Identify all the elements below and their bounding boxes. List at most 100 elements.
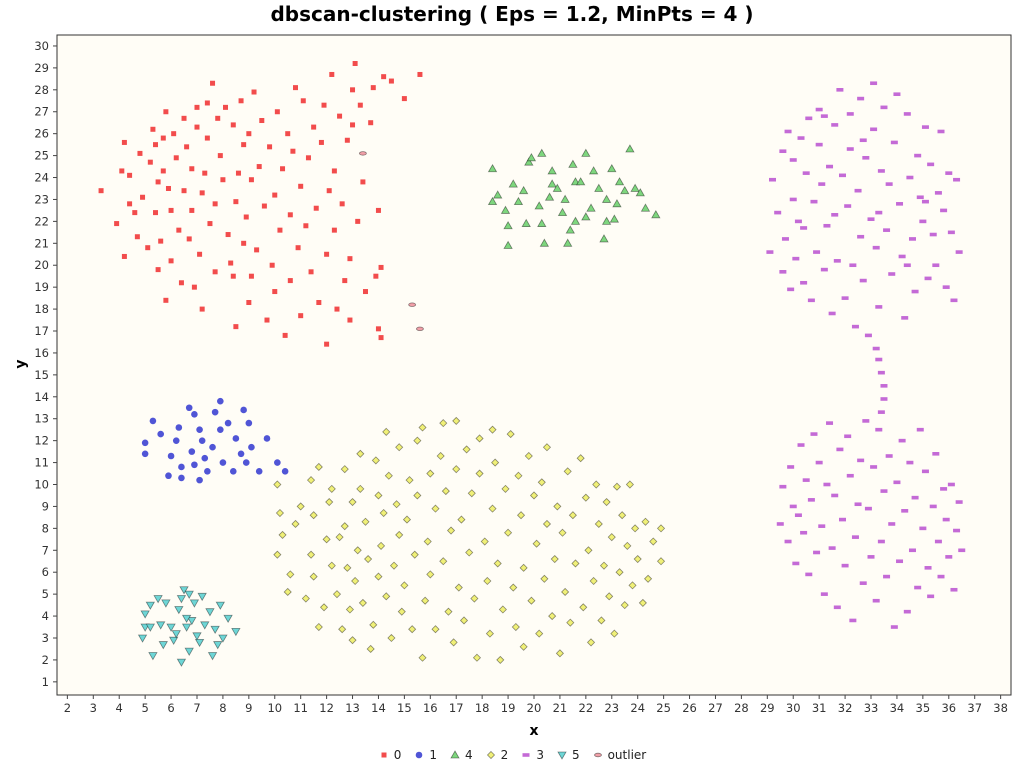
point-cluster-0	[352, 61, 358, 67]
point-cluster-3	[927, 162, 935, 167]
point-cluster-3	[947, 230, 955, 235]
point-cluster-2	[633, 554, 642, 564]
x-tick-label: 22	[579, 701, 594, 715]
point-cluster-2	[275, 508, 285, 518]
point-cluster-1	[248, 443, 255, 451]
point-cluster-0	[230, 273, 236, 279]
point-cluster-3	[916, 427, 924, 432]
y-tick-label: 13	[34, 412, 49, 426]
point-cluster-5	[231, 628, 241, 637]
point-cluster-2	[470, 594, 479, 603]
point-cluster-0	[326, 188, 332, 194]
point-cluster-4	[547, 166, 557, 175]
point-cluster-3	[820, 267, 828, 272]
point-cluster-0	[305, 155, 311, 161]
point-cluster-4	[570, 216, 581, 225]
point-cluster-2	[537, 478, 546, 487]
point-cluster-0	[225, 232, 231, 238]
point-cluster-3	[776, 522, 784, 526]
point-cluster-4	[599, 234, 609, 243]
point-cluster-3	[940, 487, 948, 491]
plot-area	[56, 34, 1012, 696]
point-cluster-5	[148, 652, 158, 661]
point-cluster-3	[857, 234, 865, 239]
point-cluster-3	[888, 272, 896, 276]
x-tick-label: 35	[916, 701, 931, 715]
point-cluster-5	[181, 614, 192, 624]
point-cluster-3	[779, 484, 787, 489]
point-cluster-3	[955, 250, 963, 254]
point-cluster-0	[189, 166, 195, 172]
point-cluster-5	[205, 608, 215, 617]
point-cluster-3	[950, 298, 958, 303]
point-cluster-2	[291, 519, 300, 529]
point-cluster-0	[370, 85, 376, 91]
point-cluster-0	[248, 177, 254, 183]
point-cluster-2	[496, 655, 505, 664]
point-cluster-5	[174, 606, 184, 615]
point-cluster-3	[875, 357, 883, 362]
point-cluster-2	[509, 583, 518, 592]
point-cluster-0	[145, 245, 151, 251]
point-cluster-3	[919, 526, 927, 531]
point-cluster-1	[149, 417, 157, 425]
point-cluster-0	[274, 109, 280, 115]
point-cluster-0	[318, 139, 324, 145]
point-cluster-3	[883, 574, 891, 579]
point-cluster-3	[880, 489, 888, 493]
point-cluster-2	[467, 489, 476, 498]
point-cluster-3	[916, 195, 924, 200]
point-cluster-0	[98, 188, 104, 194]
point-cluster-3	[896, 559, 904, 564]
legend-marker-icon	[593, 752, 602, 758]
point-cluster-2	[301, 594, 310, 603]
point-cluster-5	[200, 621, 210, 630]
point-cluster-0	[293, 85, 298, 91]
point-cluster-3	[826, 164, 834, 169]
point-cluster-0	[153, 142, 159, 148]
point-cluster-2	[431, 504, 440, 513]
point-cluster-3	[893, 480, 901, 485]
point-cluster-2	[649, 537, 658, 546]
point-cluster-5	[215, 601, 226, 610]
point-cluster-2	[527, 596, 536, 605]
point-cluster-0	[375, 326, 381, 332]
point-cluster-1	[217, 426, 224, 433]
y-tick-label: 14	[34, 390, 49, 404]
x-tick-label: 26	[682, 701, 697, 715]
point-cluster-2	[612, 482, 622, 491]
point-cluster-3	[921, 469, 929, 474]
point-cluster-2	[584, 546, 593, 555]
point-cluster-3	[807, 498, 815, 502]
point-cluster-3	[898, 254, 906, 259]
point-cluster-4	[537, 218, 547, 227]
point-cluster-0	[150, 126, 156, 132]
point-cluster-0	[241, 240, 247, 246]
point-cluster-2	[348, 497, 357, 507]
point-cluster-1	[175, 424, 183, 431]
point-cluster-5	[140, 610, 150, 619]
point-cluster-3	[877, 169, 885, 173]
point-cluster-5	[140, 623, 150, 632]
point-cluster-2	[400, 581, 409, 590]
point-cluster-4	[563, 238, 573, 247]
point-cluster-1	[217, 397, 224, 405]
point-cluster-3	[779, 270, 787, 274]
point-cluster-0	[308, 269, 314, 275]
point-cluster-3	[859, 138, 867, 143]
point-cluster-2	[387, 633, 396, 643]
point-cluster-2	[605, 592, 614, 601]
point-cluster-0	[355, 218, 361, 224]
point-cluster-2	[436, 451, 445, 461]
point-cluster-0	[362, 289, 368, 295]
point-cluster-0	[401, 96, 407, 102]
point-cluster-2	[309, 511, 318, 520]
point-cluster-0	[313, 205, 319, 211]
point-cluster-3	[911, 495, 919, 500]
point-cluster-3	[932, 452, 940, 456]
point-cluster-3	[903, 263, 911, 268]
point-cluster-0	[280, 166, 286, 172]
point-cluster-0	[160, 135, 166, 141]
x-tick-label: 17	[449, 701, 464, 715]
point-cluster-0	[337, 113, 343, 119]
